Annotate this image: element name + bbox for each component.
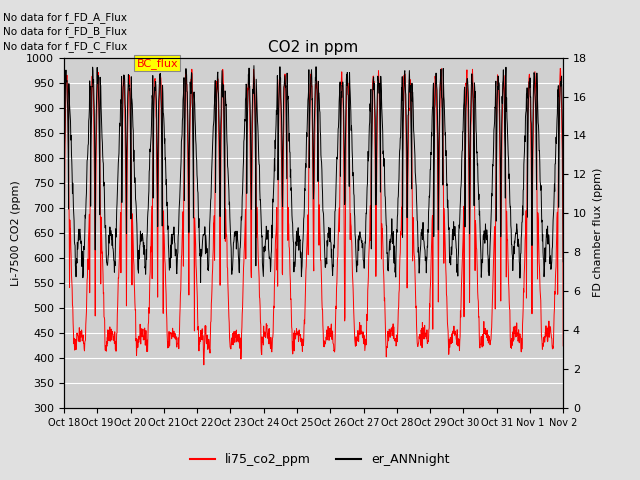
Text: No data for f_FD_C_Flux: No data for f_FD_C_Flux [3, 41, 127, 52]
Title: CO2 in ppm: CO2 in ppm [268, 40, 359, 55]
Y-axis label: FD chamber flux (ppm): FD chamber flux (ppm) [593, 168, 603, 298]
Y-axis label: Li-7500 CO2 (ppm): Li-7500 CO2 (ppm) [11, 180, 20, 286]
Legend: li75_co2_ppm, er_ANNnight: li75_co2_ppm, er_ANNnight [186, 448, 454, 471]
Text: No data for f_FD_B_Flux: No data for f_FD_B_Flux [3, 26, 127, 37]
Text: No data for f_FD_A_Flux: No data for f_FD_A_Flux [3, 12, 127, 23]
Text: BC_flux: BC_flux [136, 58, 178, 69]
